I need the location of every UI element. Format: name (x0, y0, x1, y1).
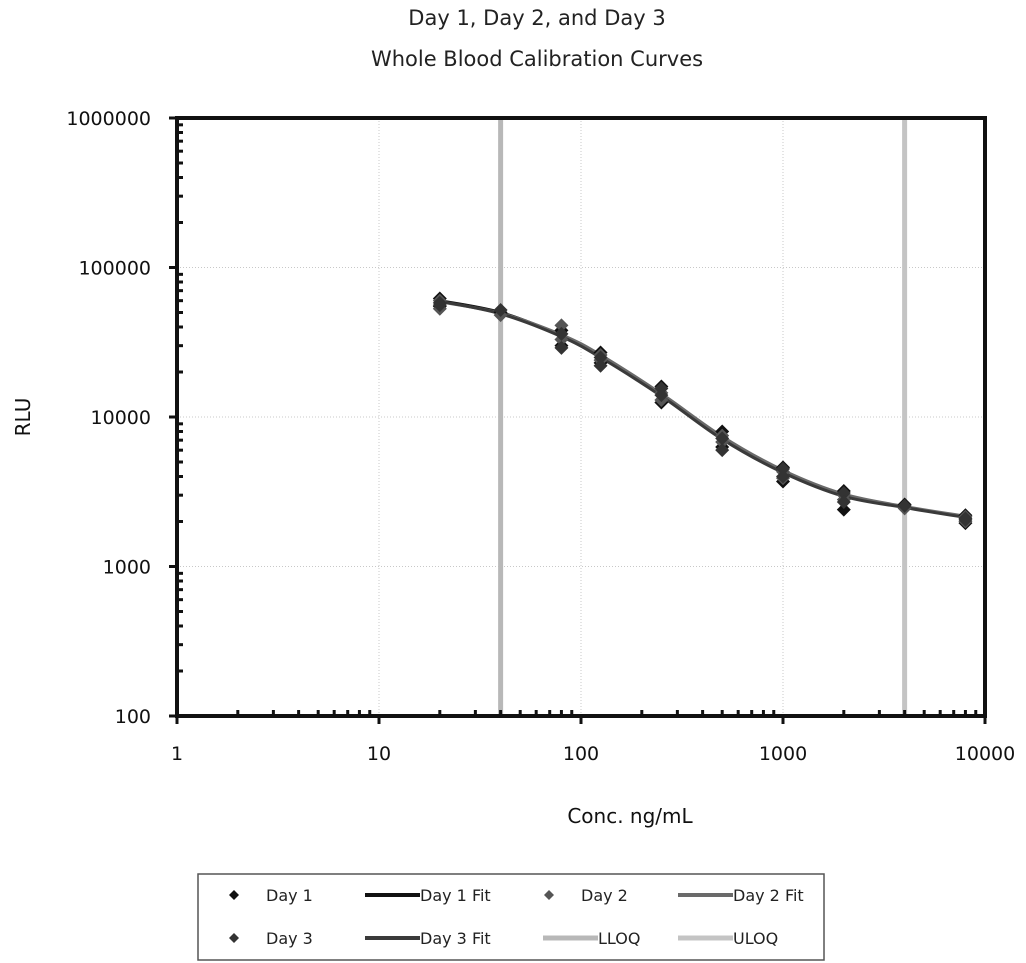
legend-label-day-1: Day 1 (266, 886, 313, 905)
x-tick-label: 1 (171, 743, 183, 765)
chart-title: Day 1, Day 2, and Day 3 Whole Blood Cali… (371, 6, 703, 71)
day-3-point (836, 495, 851, 510)
day-3-point (836, 486, 851, 501)
day-1-fit-curve (439, 299, 966, 519)
x-tick-label: 100 (563, 743, 599, 765)
legend-label-day-2-fit: Day 2 Fit (733, 886, 804, 905)
day-3-point (715, 443, 730, 458)
data-points (432, 291, 973, 531)
day-3-point (554, 340, 569, 355)
legend-label-lloq: LLOQ (598, 929, 640, 948)
y-axis-title: RLU (11, 398, 35, 437)
x-tick-label: 10 (367, 743, 391, 765)
legend-box (197, 873, 825, 961)
legend-marker-day-2 (544, 890, 554, 900)
plot-frame (175, 116, 987, 718)
legend: Day 1 Day 1 Fit Day 2 Day 2 Fit Day 3 Day 3 F… (197, 873, 825, 961)
fit-curves (439, 299, 966, 519)
y-tick-label: 1000 (103, 557, 151, 579)
day-3-fit-curve (439, 299, 966, 519)
plot-border (175, 116, 987, 718)
day-3-point (897, 498, 912, 513)
day-1-point (836, 502, 851, 517)
grid-lines (177, 118, 985, 716)
legend-marker-day-3 (229, 933, 239, 943)
chart-title-line-2: Whole Blood Calibration Curves (371, 47, 703, 71)
x-axis-title: Conc. ng/mL (567, 804, 693, 828)
y-tick-label: 100000 (78, 258, 151, 280)
axis-ticks (169, 116, 987, 724)
day-3-point (593, 358, 608, 373)
day-3-point (776, 461, 790, 476)
day-3-point (776, 469, 790, 484)
limit-lines (498, 118, 908, 716)
legend-label-day-3: Day 3 (266, 929, 313, 948)
legend-label-day-2: Day 2 (581, 886, 628, 905)
y-tick-label: 1000000 (66, 108, 151, 130)
day-3-point (715, 431, 730, 446)
legend-label-day-3-fit: Day 3 Fit (420, 929, 491, 948)
x-tick-labels: 1 10 100 1000 10000 (171, 743, 1015, 765)
chart-title-line-1: Day 1, Day 2, and Day 3 (408, 6, 665, 30)
x-tick-label: 10000 (955, 743, 1015, 765)
y-tick-labels: 100 1000 10000 100000 1000000 (66, 108, 151, 728)
day-3-point (654, 388, 669, 403)
day-2-fit-curve (439, 300, 966, 518)
legend-label-day-1-fit: Day 1 Fit (420, 886, 491, 905)
legend-marker-day-1 (229, 890, 239, 900)
day-2-point (554, 318, 569, 333)
y-tick-label: 100 (115, 706, 151, 728)
day-3-point (554, 326, 569, 341)
legend-label-uloq: ULOQ (733, 929, 778, 948)
y-tick-label: 10000 (91, 407, 151, 429)
day-3-point (593, 350, 608, 365)
day-3-point (432, 298, 447, 313)
x-tick-label: 1000 (759, 743, 807, 765)
day-3-point (493, 302, 508, 317)
day-3-point (958, 512, 973, 527)
